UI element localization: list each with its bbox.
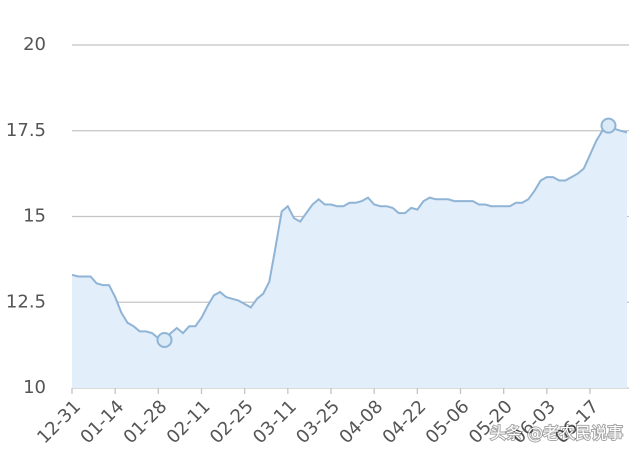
x-tick-label: 03-11	[249, 396, 301, 448]
x-tick-label: 02-25	[206, 396, 258, 448]
y-tick-label: 15	[23, 206, 46, 227]
y-tick-label: 10	[23, 377, 46, 398]
watermark: 头条 @老农民说事	[490, 424, 623, 443]
y-tick-label: 12.5	[6, 291, 46, 312]
y-tick-label: 17.5	[6, 120, 46, 141]
x-tick-label: 04-22	[379, 396, 431, 448]
x-tick-label: 12-31	[33, 396, 85, 448]
x-tick-label: 02-11	[163, 396, 215, 448]
y-tick-label: 20	[23, 34, 46, 55]
area-fill	[72, 125, 627, 388]
x-tick-label: 04-08	[335, 396, 387, 448]
extreme-marker	[600, 117, 617, 134]
x-tick-label: 03-25	[292, 396, 344, 448]
x-tick-label: 01-28	[120, 396, 172, 448]
x-tick-label: 01-14	[76, 396, 128, 448]
x-tick-label: 05-06	[422, 396, 474, 448]
extreme-marker	[156, 331, 173, 348]
